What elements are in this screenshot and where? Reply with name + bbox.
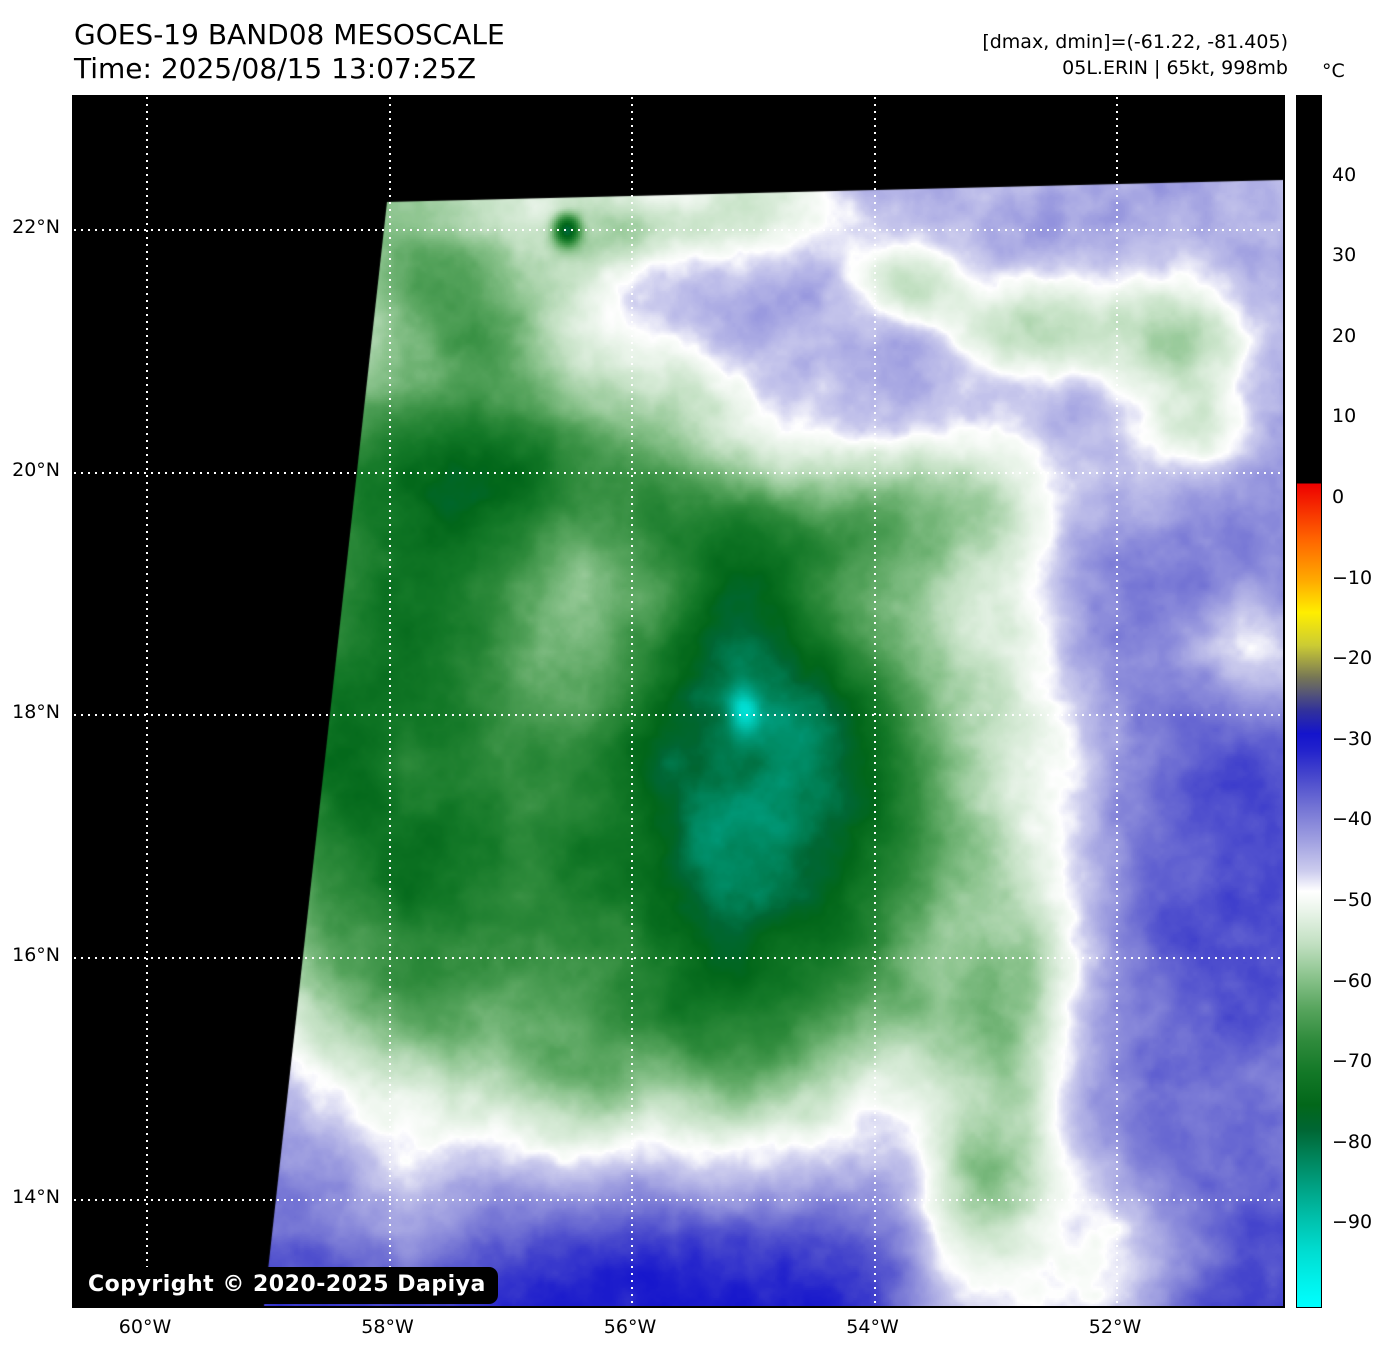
lat-tick-label-20: 20°N bbox=[12, 458, 60, 481]
info-block: [dmax, dmin]=(-61.22, -81.405) 05L.ERIN … bbox=[982, 30, 1288, 81]
colorbar-tick--90: −90 bbox=[1332, 1211, 1373, 1234]
colorbar-tick-10: 10 bbox=[1332, 405, 1357, 428]
lon-tick-label-56: 56°W bbox=[603, 1316, 657, 1338]
gridline-lon-58 bbox=[388, 97, 391, 1306]
gridline-lon-54 bbox=[873, 97, 876, 1306]
dmax-dmin-label: [dmax, dmin]=(-61.22, -81.405) bbox=[982, 31, 1288, 53]
lon-tick-label-54: 54°W bbox=[846, 1316, 899, 1338]
title-block: GOES-19 BAND08 MESOSCALE Time: 2025/08/1… bbox=[74, 18, 505, 86]
lon-tick-label-58: 58°W bbox=[361, 1316, 414, 1338]
storm-info-label: 05L.ERIN | 65kt, 998mb bbox=[1062, 56, 1288, 79]
colorbar-tick--30: −30 bbox=[1332, 727, 1373, 750]
lat-tick-label-16: 16°N bbox=[12, 943, 60, 966]
gridline-lat-16 bbox=[74, 956, 1283, 959]
lat-tick-label-14: 14°N bbox=[12, 1186, 60, 1208]
colorbar-tick--70: −70 bbox=[1332, 1050, 1373, 1073]
gridline-lon-52 bbox=[1116, 97, 1118, 1306]
colorbar-tick--40: −40 bbox=[1332, 808, 1373, 831]
map-plot-area: Copyright © 2020-2025 Dapiya bbox=[72, 95, 1285, 1308]
colorbar-tick--50: −50 bbox=[1332, 889, 1373, 911]
product-title: GOES-19 BAND08 MESOSCALE bbox=[74, 18, 505, 51]
gridline-lat-14 bbox=[74, 1199, 1283, 1201]
satellite-image-canvas bbox=[74, 97, 1283, 1306]
lat-tick-label-22: 22°N bbox=[12, 216, 60, 238]
colorbar-tick--20: −20 bbox=[1332, 647, 1373, 670]
colorbar-tick--80: −80 bbox=[1332, 1130, 1373, 1153]
colorbar-tick--10: −10 bbox=[1332, 566, 1373, 589]
gridline-lon-60 bbox=[146, 97, 148, 1306]
colorbar-tick-40: 40 bbox=[1332, 163, 1357, 186]
colorbar-unit-label: °C bbox=[1322, 60, 1345, 82]
gridline-lat-22 bbox=[74, 229, 1283, 231]
colorbar-tick-20: 20 bbox=[1332, 324, 1357, 347]
lon-tick-label-52: 52°W bbox=[1088, 1316, 1142, 1338]
lat-tick-label-18: 18°N bbox=[12, 701, 60, 723]
temperature-colorbar bbox=[1296, 95, 1322, 1308]
colorbar-tick-0: 0 bbox=[1332, 486, 1345, 508]
copyright-badge: Copyright © 2020-2025 Dapiya bbox=[78, 1267, 498, 1304]
gridline-lat-20 bbox=[74, 471, 1283, 474]
colorbar-tick-30: 30 bbox=[1332, 244, 1357, 267]
gridline-lat-18 bbox=[74, 714, 1283, 716]
gridline-lon-56 bbox=[631, 97, 633, 1306]
lon-tick-label-60: 60°W bbox=[118, 1316, 172, 1338]
product-time: Time: 2025/08/15 13:07:25Z bbox=[74, 52, 477, 86]
colorbar-tick--60: −60 bbox=[1332, 969, 1373, 992]
